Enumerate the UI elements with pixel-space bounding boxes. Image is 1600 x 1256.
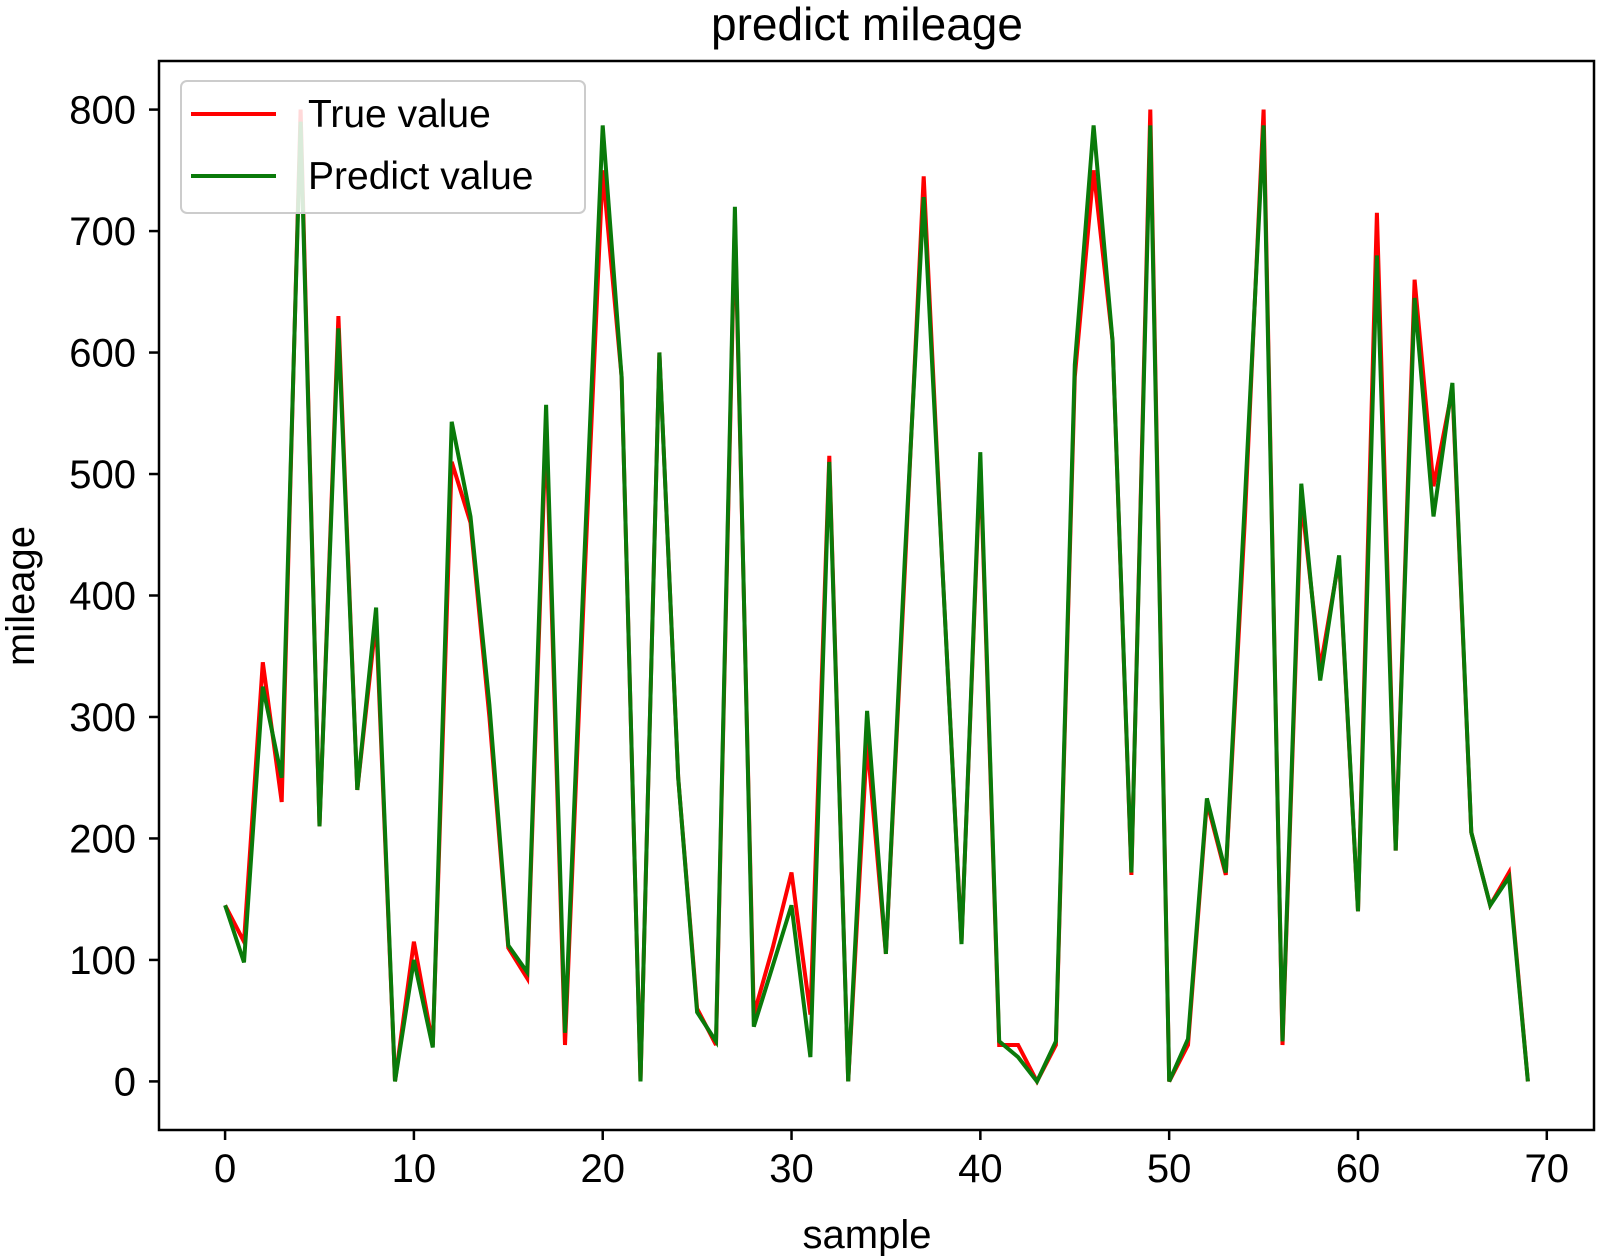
x-tick-label: 10 xyxy=(392,1147,437,1191)
legend-box xyxy=(180,80,586,214)
y-tick-label: 100 xyxy=(69,939,136,983)
chart-title: predict mileage xyxy=(711,0,1023,50)
x-tick-label: 60 xyxy=(1336,1147,1381,1191)
y-tick-label: 200 xyxy=(69,817,136,861)
legend: True value Predict value xyxy=(180,80,586,214)
x-tick-label: 50 xyxy=(1147,1147,1192,1191)
y-tick-label: 700 xyxy=(69,210,136,254)
y-tick-label: 500 xyxy=(69,453,136,497)
x-tick-label: 20 xyxy=(580,1147,625,1191)
x-tick-label: 0 xyxy=(214,1147,236,1191)
y-tick-label: 800 xyxy=(69,89,136,133)
y-tick-label: 600 xyxy=(69,332,136,376)
y-tick-label: 0 xyxy=(114,1060,136,1104)
y-axis-title: mileage xyxy=(0,526,43,666)
y-axis: 0 100 200 300 400 500 600 700 800 xyxy=(69,89,159,1104)
y-tick-label: 400 xyxy=(69,575,136,619)
x-tick-label: 30 xyxy=(769,1147,814,1191)
y-tick-label: 300 xyxy=(69,696,136,740)
series-line-predict-value xyxy=(223,121,1530,1086)
x-tick-label: 70 xyxy=(1525,1147,1570,1191)
legend-label-predict-value: Predict value xyxy=(308,155,533,198)
legend-label-true-value: True value xyxy=(308,93,491,136)
series-lines xyxy=(223,109,1530,1086)
x-axis: 0 10 20 30 40 50 60 70 xyxy=(214,1130,1569,1191)
x-axis-title: sample xyxy=(803,1213,932,1256)
x-tick-label: 40 xyxy=(958,1147,1003,1191)
